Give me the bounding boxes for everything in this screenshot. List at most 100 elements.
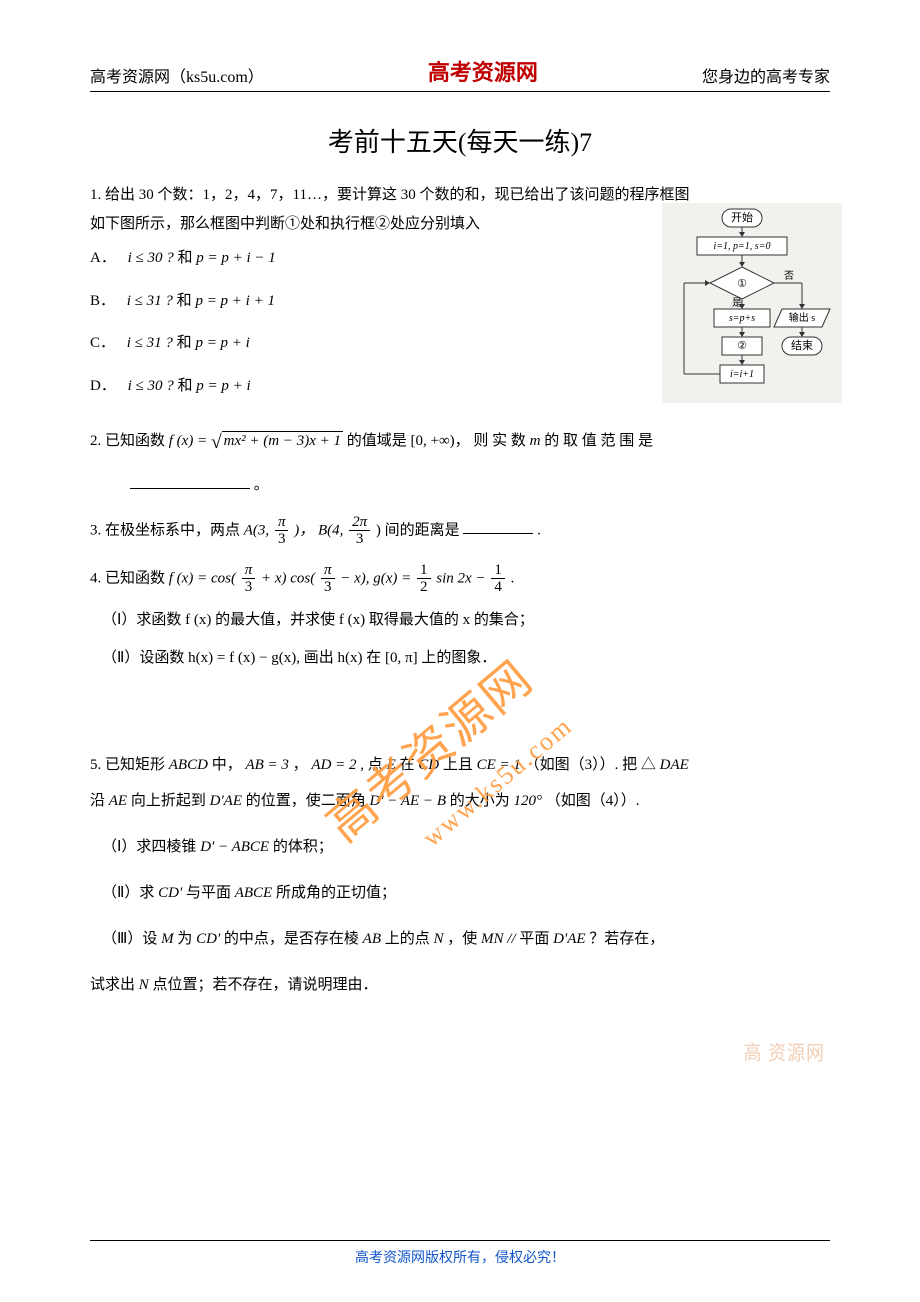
svg-text:否: 否 bbox=[784, 270, 794, 282]
q5-ae: AE bbox=[109, 793, 127, 809]
q5-E: E bbox=[387, 757, 396, 773]
q2-fx: f (x) = bbox=[169, 433, 211, 449]
q4-e1c: − x), g(x) = bbox=[340, 570, 415, 586]
frac-num: 1 bbox=[417, 562, 431, 580]
q5-angle: D' − AE − B bbox=[370, 793, 447, 809]
frac-num: 1 bbox=[491, 562, 505, 580]
q2-var: m bbox=[530, 433, 541, 449]
option-join: 和 bbox=[177, 293, 192, 309]
q5-cdp2: CD' bbox=[196, 931, 220, 947]
q4-e1e: . bbox=[511, 570, 515, 586]
q5-ad: AD = 2 bbox=[311, 757, 356, 773]
q5-p2b: 与平面 bbox=[186, 885, 235, 901]
svg-text:是: 是 bbox=[732, 297, 742, 309]
q3-B-close: ) 间的距离是 bbox=[376, 522, 460, 538]
header-left: 高考资源网（ks5u.com） bbox=[90, 63, 264, 87]
flowchart-svg: 开始 i=1, p=1, s=0 ① 是 否 bbox=[662, 183, 842, 423]
q2-prefix: 2. 已知函数 bbox=[90, 433, 169, 449]
frac-num: 2π bbox=[349, 514, 370, 532]
header-right: 您身边的高考专家 bbox=[702, 63, 830, 87]
svg-text:结束: 结束 bbox=[791, 339, 813, 352]
option-expr: p = p + i bbox=[195, 335, 249, 351]
q4-part1: （Ⅰ）求函数 f (x) 的最大值，并求使 f (x) 取得最大值的 x 的集合… bbox=[102, 606, 830, 635]
page-header: 高考资源网（ks5u.com） 高考资源网 您身边的高考专家 bbox=[90, 55, 830, 92]
option-expr: p = p + i + 1 bbox=[195, 293, 275, 309]
q5-l2b: 向上折起到 bbox=[131, 793, 210, 809]
q5-dpae2: D'AE bbox=[553, 931, 585, 947]
q5-ab: AB = 3 bbox=[245, 757, 288, 773]
question-3: 3. 在极坐标系中，两点 A(3, π 3 )， B(4, 2π3 ) 间的距离是… bbox=[90, 514, 830, 548]
question-4: 4. 已知函数 f (x) = cos( π3 + x) cos( π3 − x… bbox=[90, 562, 830, 673]
q5-part1: （Ⅰ）求四棱锥 D' − ABCE 的体积； bbox=[102, 829, 830, 865]
q5-p4a: 试求出 bbox=[90, 977, 139, 993]
q5-M: M bbox=[161, 931, 174, 947]
q3-B: B(4, bbox=[318, 522, 347, 538]
q5-abce: ABCE bbox=[235, 885, 273, 901]
q4-prefix: 4. 已知函数 bbox=[90, 570, 169, 586]
question-5: 5. 已知矩形 ABCD 中， AB = 3 ， AD = 2 , 点 E 在 … bbox=[90, 747, 830, 1003]
svg-text:i=i+1: i=i+1 bbox=[730, 369, 754, 380]
q5-mn: MN // bbox=[481, 931, 516, 947]
q5-l2e: （如图（4））. bbox=[546, 793, 640, 809]
q5-part4: 试求出 N 点位置；若不存在，请说明理由． bbox=[90, 967, 830, 1003]
q5-l1f: 上且 bbox=[443, 757, 477, 773]
option-cond: i ≤ 31 ? bbox=[127, 293, 173, 309]
spacer bbox=[90, 687, 830, 747]
fraction: 12 bbox=[417, 562, 431, 596]
frac-den: 3 bbox=[242, 579, 256, 596]
q5-dae: DAE bbox=[660, 757, 689, 773]
fraction: 2π3 bbox=[349, 514, 370, 548]
q5-p1b: 的体积； bbox=[273, 839, 333, 855]
q5-p3c: 的中点，是否存在棱 bbox=[224, 931, 363, 947]
option-expr: p = p + i bbox=[196, 378, 250, 394]
q2-mid: 的值域是 [0, +∞)， 则 实 数 bbox=[347, 433, 530, 449]
fraction: 14 bbox=[491, 562, 505, 596]
q5-part2: （Ⅱ）求 CD' 与平面 ABCE 所成角的正切值； bbox=[102, 875, 830, 911]
answer-blank bbox=[130, 474, 250, 489]
q5-l2d: 的大小为 bbox=[450, 793, 514, 809]
frac-num: π bbox=[321, 562, 335, 580]
frac-den: 2 bbox=[417, 579, 431, 596]
option-expr: p = p + i − 1 bbox=[196, 250, 276, 266]
option-label: A． bbox=[90, 250, 116, 266]
q2-suffix: 的 取 值 范 围 是 bbox=[544, 433, 653, 449]
page: 高考资源网（ks5u.com） 高考资源网 您身边的高考专家 考前十五天(每天一… bbox=[0, 0, 920, 1302]
frac-den: 3 bbox=[349, 531, 370, 548]
q3-prefix: 3. 在极坐标系中，两点 bbox=[90, 522, 244, 538]
q5-p3g: ？若存在， bbox=[589, 931, 664, 947]
question-2: 2. 已知函数 f (x) = mx² + (m − 3)x + 1 的值域是 … bbox=[90, 424, 830, 500]
q3-A-close: )， bbox=[294, 522, 318, 538]
q5-p2c: 所成角的正切值； bbox=[276, 885, 396, 901]
frac-num: π bbox=[275, 514, 289, 532]
option-cond: i ≤ 30 ? bbox=[128, 250, 174, 266]
document-title: 考前十五天(每天一练)7 bbox=[90, 122, 830, 159]
q5-l1a: 5. 已知矩形 bbox=[90, 757, 169, 773]
q5-dpae: D'AE bbox=[210, 793, 242, 809]
q2-end: 。 bbox=[254, 477, 269, 493]
q5-l1g: （如图（3））. 把 △ bbox=[525, 757, 656, 773]
q5-l1e: 在 bbox=[399, 757, 418, 773]
q5-l2c: 的位置，使二面角 bbox=[246, 793, 370, 809]
option-cond: i ≤ 31 ? bbox=[127, 335, 173, 351]
frac-num: π bbox=[242, 562, 256, 580]
option-join: 和 bbox=[177, 335, 192, 351]
q5-ce: CE = 1 bbox=[477, 757, 521, 773]
q4-e1d: sin 2x − bbox=[436, 570, 489, 586]
q5-l1d: , 点 bbox=[360, 757, 386, 773]
q5-part3: （Ⅲ）设 M 为 CD' 的中点，是否存在棱 AB 上的点 N ，使 MN //… bbox=[102, 921, 830, 957]
fraction: π3 bbox=[242, 562, 256, 596]
q4-e1a: f (x) = cos( bbox=[169, 570, 236, 586]
q5-l1c: ， bbox=[293, 757, 312, 773]
q5-p3d: 上的点 bbox=[385, 931, 434, 947]
question-1: 1. 给出 30 个数：1，2，4，7，11…，要计算这 30 个数的和，现已给… bbox=[90, 181, 830, 400]
q5-p2a: （Ⅱ）求 bbox=[102, 885, 158, 901]
q3-end: . bbox=[537, 522, 541, 538]
option-label: C． bbox=[90, 335, 115, 351]
option-label: B． bbox=[90, 293, 115, 309]
q2-radicand: mx² + (m − 3)x + 1 bbox=[222, 431, 343, 449]
answer-blank bbox=[463, 519, 533, 534]
sqrt-icon: mx² + (m − 3)x + 1 bbox=[211, 424, 343, 461]
q5-p1a: （Ⅰ）求四棱锥 bbox=[102, 839, 200, 855]
svg-text:输出 s: 输出 s bbox=[789, 311, 816, 324]
q3-A: A(3, bbox=[244, 522, 273, 538]
